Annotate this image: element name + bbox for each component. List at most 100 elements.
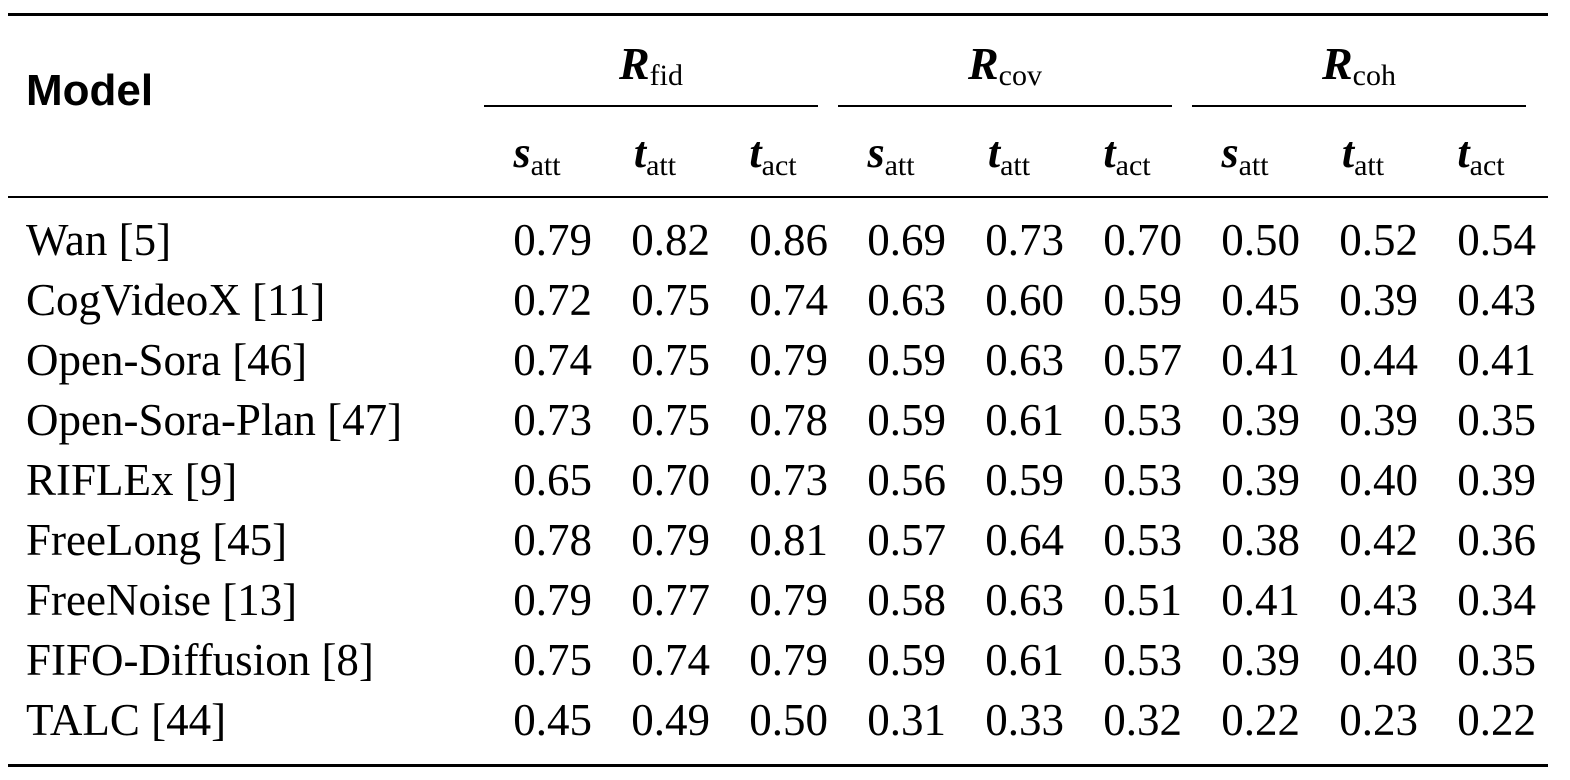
score-cell: 0.63 [985, 575, 1064, 625]
group-symbol: R [618, 38, 650, 89]
group-subscript: fid [649, 59, 683, 92]
score-cell: 0.39 [1221, 395, 1300, 445]
subheader-symbol: t [749, 128, 762, 177]
score-cell: 0.79 [749, 575, 828, 625]
group-subscript: cov [998, 59, 1042, 92]
group-subscript: coh [1352, 59, 1396, 92]
model-name: FreeLong [45] [26, 515, 288, 565]
score-cell: 0.33 [985, 695, 1064, 745]
model-name: FreeNoise [13] [26, 575, 298, 625]
table-row: Open-Sora [46] 0.74 0.75 0.79 0.59 0.63 0.57 0.… [0, 330, 1570, 390]
subheader-symbol: s [1221, 128, 1239, 177]
model-name: TALC [44] [26, 695, 227, 745]
score-cell: 0.86 [749, 215, 828, 265]
score-cell: 0.43 [1457, 275, 1536, 325]
score-cell: 0.63 [985, 335, 1064, 385]
score-cell: 0.59 [867, 335, 946, 385]
score-cell: 0.58 [867, 575, 946, 625]
subheader-subscript: att [530, 149, 561, 182]
score-cell: 0.59 [867, 395, 946, 445]
score-cell: 0.72 [513, 275, 592, 325]
score-cell: 0.43 [1339, 575, 1418, 625]
score-cell: 0.79 [749, 635, 828, 685]
score-cell: 0.78 [513, 515, 592, 565]
score-cell: 0.45 [513, 695, 592, 745]
subheader-symbol: t [987, 128, 1001, 177]
score-cell: 0.63 [867, 275, 946, 325]
subheader-subscript: att [1238, 149, 1269, 182]
score-cell: 0.35 [1457, 395, 1536, 445]
score-cell: 0.60 [985, 275, 1064, 325]
model-name: CogVideoX [11] [26, 275, 326, 325]
subheader-subscript: att [646, 149, 677, 182]
score-cell: 0.53 [1103, 515, 1182, 565]
score-cell: 0.73 [749, 455, 828, 505]
score-cell: 0.50 [749, 695, 828, 745]
score-cell: 0.81 [749, 515, 828, 565]
score-cell: 0.82 [631, 215, 710, 265]
table-row: Wan [5] 0.79 0.82 0.86 0.69 0.73 0.70 0.50 0.52 0… [0, 210, 1570, 270]
table-row: FIFO-Diffusion [8] 0.75 0.74 0.79 0.59 0.61 0.… [0, 630, 1570, 690]
score-cell: 0.59 [985, 455, 1064, 505]
score-cell: 0.79 [631, 515, 710, 565]
model-name: Open-Sora-Plan [47] [26, 395, 403, 445]
table-row: TALC [44] 0.45 0.49 0.50 0.31 0.33 0.32 0.22 0.2… [0, 690, 1570, 750]
subheader-symbol: s [513, 128, 531, 177]
group-header-fid: Rfid [474, 38, 828, 96]
subheader-subscript: att [884, 149, 915, 182]
score-cell: 0.53 [1103, 395, 1182, 445]
group-underline-fid [484, 105, 818, 107]
score-cell: 0.38 [1221, 515, 1300, 565]
score-cell: 0.22 [1457, 695, 1536, 745]
score-cell: 0.31 [867, 695, 946, 745]
subheader-t-att: tatt [950, 128, 1068, 183]
subheader-subscript: att [1000, 149, 1031, 182]
score-cell: 0.73 [513, 395, 592, 445]
subheader-t-att: tatt [1304, 128, 1422, 183]
bottom-rule [8, 764, 1548, 767]
group-underline-cov [838, 105, 1172, 107]
score-cell: 0.53 [1103, 455, 1182, 505]
subheader-t-act: tact [1422, 128, 1540, 183]
score-cell: 0.74 [513, 335, 592, 385]
subheader-s-att: satt [832, 128, 950, 183]
score-cell: 0.70 [1103, 215, 1182, 265]
group-symbol: R [1321, 38, 1353, 89]
score-cell: 0.40 [1339, 635, 1418, 685]
subheader-subscript: att [1354, 149, 1385, 182]
score-cell: 0.32 [1103, 695, 1182, 745]
score-cell: 0.75 [513, 635, 592, 685]
score-cell: 0.75 [631, 395, 710, 445]
subheader-t-act: tact [1068, 128, 1186, 183]
subheader-symbol: t [633, 128, 647, 177]
score-cell: 0.50 [1221, 215, 1300, 265]
score-cell: 0.23 [1339, 695, 1418, 745]
score-cell: 0.22 [1221, 695, 1300, 745]
table-row: RIFLEx [9] 0.65 0.70 0.73 0.56 0.59 0.53 0.39 0.… [0, 450, 1570, 510]
group-underline-coh [1192, 105, 1526, 107]
score-cell: 0.41 [1221, 335, 1300, 385]
score-cell: 0.75 [631, 275, 710, 325]
subheader-subscript: act [1469, 149, 1505, 182]
score-cell: 0.39 [1221, 635, 1300, 685]
score-cell: 0.34 [1457, 575, 1536, 625]
score-cell: 0.54 [1457, 215, 1536, 265]
top-rule [8, 13, 1548, 16]
score-cell: 0.79 [513, 215, 592, 265]
group-header-cov: Rcov [828, 38, 1182, 96]
score-cell: 0.79 [749, 335, 828, 385]
score-cell: 0.40 [1339, 455, 1418, 505]
score-cell: 0.75 [631, 335, 710, 385]
score-cell: 0.44 [1339, 335, 1418, 385]
group-header-coh: Rcoh [1182, 38, 1536, 96]
model-name: Open-Sora [46] [26, 335, 308, 385]
group-symbol: R [967, 38, 999, 89]
score-cell: 0.49 [631, 695, 710, 745]
subheader-s-att: satt [1186, 128, 1304, 183]
subheader-t-act: tact [714, 128, 832, 183]
score-cell: 0.41 [1221, 575, 1300, 625]
model-name: FIFO-Diffusion [8] [26, 635, 374, 685]
score-cell: 0.59 [867, 635, 946, 685]
score-cell: 0.78 [749, 395, 828, 445]
model-column-header: Model [26, 66, 154, 115]
